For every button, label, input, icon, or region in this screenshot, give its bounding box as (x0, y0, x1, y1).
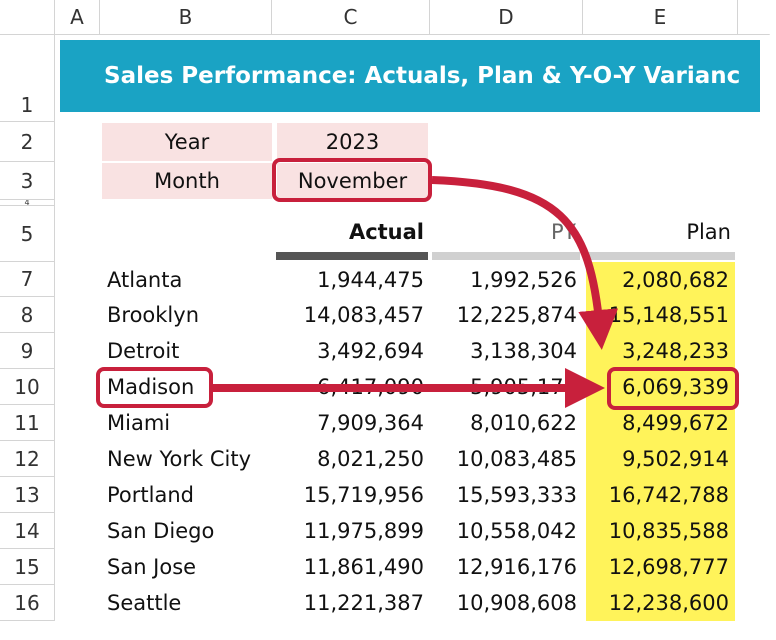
column-header: C (272, 0, 430, 35)
row-header: 7 (0, 262, 55, 297)
highlight-box (272, 158, 432, 202)
value-cell: 1,992,526 (470, 268, 577, 292)
highlight-box (96, 367, 213, 408)
row-header: 5 (0, 206, 55, 262)
city-name: Seattle (107, 591, 182, 615)
value-cell: 8,021,250 (317, 447, 424, 471)
table-header: Plan (686, 220, 731, 244)
row-header: 12 (0, 441, 55, 477)
param-value: November (277, 163, 428, 199)
row-header: 11 (0, 405, 55, 441)
row-header: 4 (0, 200, 55, 206)
corner-cell (0, 0, 55, 35)
plan-highlight (586, 441, 735, 477)
column-header: A (55, 0, 100, 35)
row-header: 8 (0, 297, 55, 333)
value-cell: 10,908,608 (456, 591, 577, 615)
value-cell: 11,861,490 (303, 555, 424, 579)
row-header: 14 (0, 513, 55, 549)
row-header: 2 (0, 122, 55, 162)
plan-highlight (586, 585, 735, 621)
value-cell: 15,719,956 (303, 483, 424, 507)
city-name: New York City (107, 447, 251, 471)
value-cell: 15,593,333 (456, 483, 577, 507)
table-header: Actual (348, 220, 424, 244)
param-label: Year (102, 123, 272, 161)
value-cell: 3,248,233 (622, 339, 729, 363)
title-band: Sales Performance: Actuals, Plan & Y-O-Y… (60, 40, 760, 112)
value-cell: 12,238,600 (608, 591, 729, 615)
value-cell: 12,698,777 (608, 555, 729, 579)
city-name: San Jose (107, 555, 197, 579)
value-cell: 11,975,899 (303, 519, 424, 543)
city-name: San Diego (107, 519, 215, 543)
plan-highlight (586, 513, 735, 549)
value-cell: 11,221,387 (303, 591, 424, 615)
row-header: 9 (0, 333, 55, 369)
value-cell: 3,492,694 (317, 339, 424, 363)
value-cell: 7,909,364 (317, 411, 424, 435)
value-cell: 12,916,176 (456, 555, 577, 579)
plan-highlight (586, 549, 735, 585)
param-value: 2023 (277, 123, 428, 161)
column-header: B (100, 0, 272, 35)
torn-edge (0, 626, 776, 640)
plan-highlight (586, 405, 735, 441)
city-name: Brooklyn (107, 303, 200, 327)
value-cell: 10,083,485 (456, 447, 577, 471)
column-header: E (583, 0, 738, 35)
value-cell: 16,742,788 (608, 483, 729, 507)
city-name: Miami (107, 411, 171, 435)
value-cell: 15,148,551 (608, 303, 729, 327)
value-cell: 8,010,622 (470, 411, 577, 435)
arrow (431, 176, 619, 350)
value-cell: 8,499,672 (622, 411, 729, 435)
title: Sales Performance: Actuals, Plan & Y-O-Y… (104, 63, 741, 89)
city-name: Detroit (107, 339, 180, 363)
value-cell: 6,069,339 (622, 375, 729, 399)
value-cell: 2,080,682 (622, 268, 729, 292)
city-name: Portland (107, 483, 194, 507)
row-header: 13 (0, 477, 55, 513)
row-header: 15 (0, 549, 55, 585)
column-header: D (430, 0, 583, 35)
value-cell: 10,558,042 (456, 519, 577, 543)
plan-highlight (586, 262, 735, 298)
header-underline (586, 252, 735, 260)
row-header: 10 (0, 369, 55, 405)
city-name: Atlanta (107, 268, 183, 292)
header-underline (276, 252, 428, 260)
value-cell: 1,944,475 (317, 268, 424, 292)
row-header: 16 (0, 585, 55, 621)
highlight-box (607, 367, 739, 410)
value-cell: 12,225,874 (456, 303, 577, 327)
value-cell: 10,835,588 (608, 519, 729, 543)
param-label: Month (102, 163, 272, 199)
value-cell: 9,502,914 (622, 447, 729, 471)
torn-edge (766, 0, 776, 640)
row-header: 1 (0, 35, 55, 122)
plan-highlight (586, 477, 735, 513)
row-header: 3 (0, 162, 55, 200)
value-cell: 14,083,457 (303, 303, 424, 327)
header-underline (432, 252, 580, 260)
city-name: Madison (107, 375, 195, 399)
value-cell: 3,138,304 (470, 339, 577, 363)
